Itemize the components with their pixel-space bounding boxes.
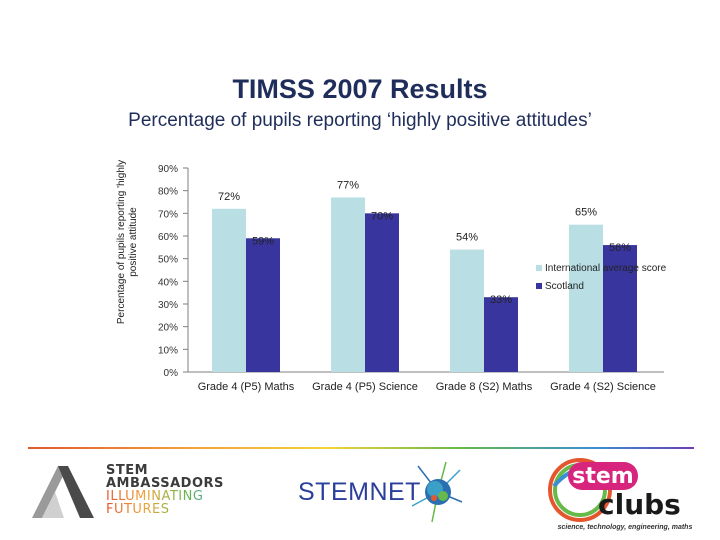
y-tick-label: 0% [164, 368, 179, 379]
bar [484, 297, 518, 372]
stem-ambassadors-logo: STEM AMBASSADORS ILLUMINATING FUTURES [28, 462, 228, 522]
clubs-word-stem: stem [572, 464, 633, 489]
legend-swatch [536, 283, 542, 289]
x-tick-label: Grade 4 (S2) Science [550, 381, 656, 393]
footer-divider [28, 447, 694, 449]
bar [365, 213, 399, 372]
bar [331, 197, 365, 372]
bar [246, 238, 280, 372]
slide-subtitle: Percentage of pupils reporting ‘highly p… [128, 110, 592, 131]
bar [603, 245, 637, 372]
stem-clubs-logo: stem clubs science, technology, engineer… [540, 452, 710, 540]
ambassadors-line1: STEM [106, 463, 149, 478]
stemnet-logo: STEMNET [292, 460, 472, 530]
data-label: 54% [456, 232, 478, 244]
y-axis-title: Percentage of pupils reporting 'highlypo… [116, 160, 139, 324]
y-tick-label: 10% [158, 345, 178, 356]
stemnet-wordmark: STEMNET [298, 478, 421, 506]
data-label: 77% [337, 179, 359, 191]
clubs-word-clubs: clubs [598, 488, 681, 521]
x-tick-label: Grade 8 (S2) Maths [436, 381, 533, 393]
clubs-tagline: science, technology, engineering, maths [557, 524, 693, 531]
slide-title: TIMSS 2007 Results [232, 74, 488, 104]
legend-label: Scotland [545, 281, 584, 292]
legend-label: International average score [545, 263, 667, 274]
y-tick-label: 30% [158, 300, 178, 311]
ambassadors-line3: ILLUMINATING [106, 490, 224, 503]
data-label: 70% [371, 210, 393, 222]
y-tick-label: 80% [158, 187, 178, 198]
y-tick-label: 90% [158, 164, 178, 175]
data-label: 72% [218, 191, 240, 203]
bar [450, 249, 484, 372]
y-tick-label: 40% [158, 277, 178, 288]
stemnet-burst-icon [411, 461, 463, 523]
x-tick-label: Grade 4 (P5) Maths [198, 381, 295, 393]
ambassadors-triangle-icon [32, 466, 94, 518]
x-tick-label: Grade 4 (P5) Science [312, 381, 418, 393]
y-tick-label: 50% [158, 255, 178, 266]
stem-clubs-swirl-icon: stem clubs [548, 458, 681, 522]
legend-swatch [536, 265, 542, 271]
data-label: 56% [609, 242, 631, 254]
data-label: 33% [490, 294, 512, 306]
ambassadors-line2: AMBASSADORS [106, 476, 224, 491]
y-tick-label: 70% [158, 209, 178, 220]
data-label: 59% [252, 235, 274, 247]
bar [212, 208, 246, 372]
bar [569, 224, 603, 372]
data-label: 65% [575, 207, 597, 219]
y-tick-label: 20% [158, 323, 178, 334]
ambassadors-line4: FUTURES [106, 503, 224, 516]
bar-chart: 0% 10% 20% 30% 40% 50% 60% 70% 80% 90% Percentage … [116, 160, 667, 393]
y-tick-label: 60% [158, 232, 178, 243]
